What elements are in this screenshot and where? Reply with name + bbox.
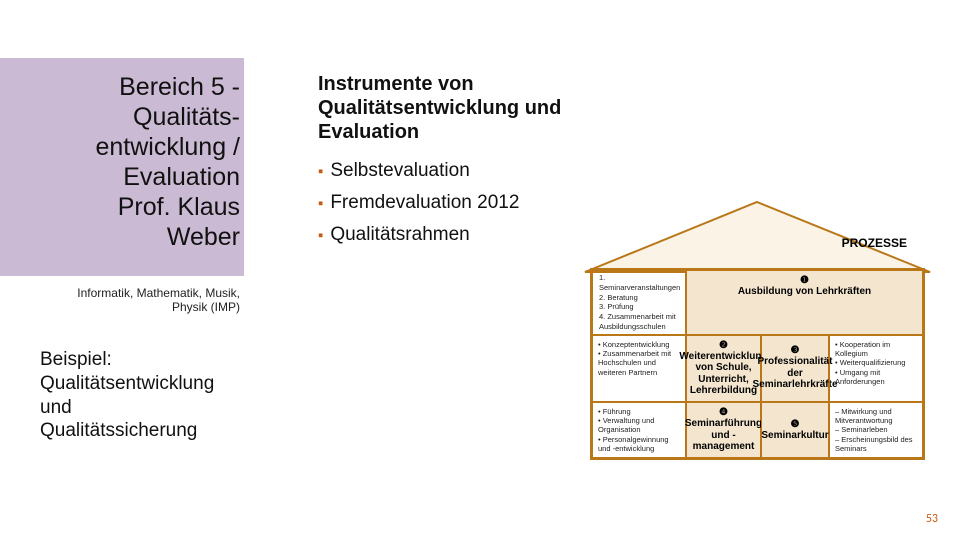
row1-left: 1. Seminarveranstaltungen 2. Beratung 3.…	[592, 270, 686, 335]
row3-mid-a: ❹ Seminarführung und -management	[686, 402, 761, 459]
title-line: Prof. Klaus	[40, 192, 240, 222]
slide: Bereich 5 - Qualitäts- entwicklung / Eva…	[0, 0, 960, 540]
roof-label: PROZESSE	[580, 236, 935, 250]
example-line: Beispiel:	[40, 348, 260, 372]
example-heading: Beispiel: Qualitätsentwicklung und Quali…	[40, 348, 260, 443]
example-line: Qualitätsentwicklung	[40, 372, 260, 396]
house-roof: PROZESSE	[580, 200, 935, 274]
page-number: 53	[926, 512, 938, 526]
row2-left: Konzeptentwicklung Zusammenarbeit mit Ho…	[592, 335, 686, 402]
title-line: entwicklung /	[40, 132, 240, 162]
example-line: Qualitätssicherung	[40, 419, 260, 443]
row2-mid-a: ❷ Weiterentwicklung von Schule, Unterric…	[686, 335, 761, 402]
bullet-list: Selbstevaluation Fremdevaluation 2012 Qu…	[318, 160, 598, 256]
bullet-item: Selbstevaluation	[318, 160, 598, 182]
row3-left: Führung Verwaltung und Organisation Pers…	[592, 402, 686, 459]
house-diagram: PROZESSE 1. Seminarveranstaltungen 2. Be…	[580, 200, 935, 510]
row3-right: Mitwirkung und Mitverantwortung Seminarl…	[829, 402, 923, 459]
content-heading: Instrumente von Qualitätsentwicklung und…	[318, 72, 618, 144]
house-body: 1. Seminarveranstaltungen 2. Beratung 3.…	[590, 268, 925, 460]
row3-mid-b: ❺ Seminarkultur	[761, 402, 829, 459]
title-line: Weber	[40, 222, 240, 252]
sidebar-title: Bereich 5 - Qualitäts- entwicklung / Eva…	[40, 72, 240, 252]
house-row-3: Führung Verwaltung und Organisation Pers…	[592, 402, 923, 459]
row1-mid: ❶ Ausbildung von Lehrkräften	[686, 270, 923, 335]
house-row-1: 1. Seminarveranstaltungen 2. Beratung 3.…	[592, 270, 923, 335]
bullet-item: Fremdevaluation 2012	[318, 192, 598, 214]
bullet-item: Qualitätsrahmen	[318, 224, 598, 246]
sidebar-subtitle: Informatik, Mathematik, Musik, Physik (I…	[40, 286, 240, 314]
title-line: Qualitäts-	[40, 102, 240, 132]
house-row-2: Konzeptentwicklung Zusammenarbeit mit Ho…	[592, 335, 923, 402]
row2-right: Kooperation im Kollegium Weiterqualifizi…	[829, 335, 923, 402]
title-line: Bereich 5 -	[40, 72, 240, 102]
title-line: Evaluation	[40, 162, 240, 192]
example-line: und	[40, 396, 260, 420]
row2-mid-b: ❸ Professionalität der Seminarlehrkräfte	[761, 335, 829, 402]
